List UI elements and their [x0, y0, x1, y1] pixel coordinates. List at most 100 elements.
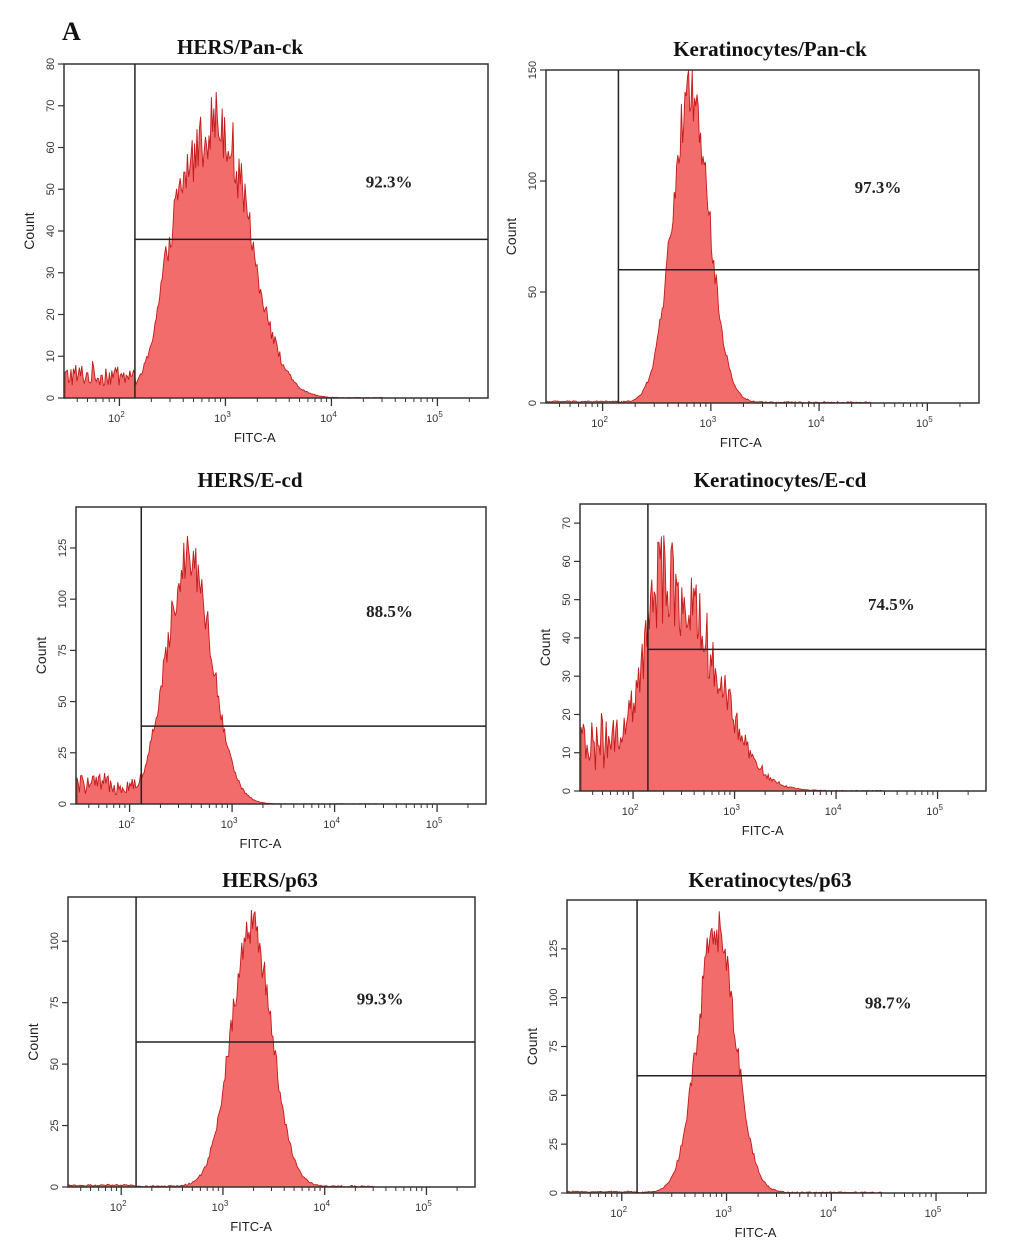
y-axis-label: Count: [21, 212, 37, 249]
x-tick-label: 102: [610, 1205, 627, 1220]
x-tick-label: 104: [820, 1205, 837, 1220]
histogram-area: [76, 535, 485, 805]
gate-percentage: 74.5%: [868, 595, 915, 614]
x-tick-label: 102: [622, 803, 639, 818]
y-tick-label: 25: [548, 1138, 560, 1150]
x-tick-label: 104: [313, 1199, 330, 1214]
x-tick-label: 103: [723, 803, 740, 818]
x-tick-label: 103: [221, 816, 238, 831]
x-tick-label: 103: [700, 415, 717, 430]
y-tick-label: 25: [57, 747, 69, 759]
histogram-panel: HERS/E-cd 88.5% 0 25 50 75 100 125 Count 102 103 10…: [33, 468, 487, 851]
plot-frame: [75, 506, 487, 805]
x-tick-label: 103: [214, 410, 231, 425]
x-tick-label: 102: [110, 1199, 127, 1214]
y-tick-label: 100: [548, 988, 560, 1006]
x-tick-label: 104: [320, 410, 337, 425]
histogram-panel: HERS/p63 99.3% 0 25 50 75 100 Count 102 103 104 105…: [25, 868, 476, 1234]
histogram-panel: Keratinocytes/p63 98.7% 0 25 50 75 100 125 Count…: [524, 868, 987, 1240]
y-tick-label: 60: [561, 555, 573, 567]
y-tick-label: 0: [57, 801, 69, 807]
chart-title: Keratinocytes/p63: [688, 868, 851, 892]
histogram-area: [580, 535, 985, 792]
y-tick-label: 125: [548, 940, 560, 958]
y-tick-label: 20: [561, 708, 573, 720]
y-tick-label: 20: [45, 308, 57, 320]
y-tick-label: 50: [548, 1089, 560, 1101]
histogram-panel: HERS/Pan-ck 92.3% 0 10 20 30 40 50 60 70 80 Count 10…: [21, 35, 489, 445]
x-axis-label: FITC-A: [735, 1225, 777, 1240]
x-tick-label: 104: [825, 803, 842, 818]
chart-title: HERS/p63: [222, 868, 318, 892]
y-tick-label: 80: [45, 58, 57, 70]
x-tick-label: 102: [591, 415, 608, 430]
histogram-panel: Keratinocytes/Pan-ck 97.3% 0 50 100 150 Count 1…: [503, 37, 980, 450]
y-tick-label: 75: [548, 1040, 560, 1052]
plot-frame: [566, 899, 987, 1194]
y-tick-label: 75: [49, 997, 61, 1009]
y-tick-label: 40: [45, 225, 57, 237]
x-axis-label: FITC-A: [720, 435, 762, 450]
y-tick-label: 50: [49, 1058, 61, 1070]
panel-label: A: [62, 17, 81, 46]
x-tick-label: 103: [715, 1205, 732, 1220]
y-tick-label: 70: [561, 517, 573, 529]
y-tick-label: 150: [527, 61, 539, 79]
y-tick-label: 50: [57, 695, 69, 707]
plot-frame: [545, 69, 980, 404]
x-tick-label: 105: [916, 415, 933, 430]
y-axis-label: Count: [524, 1028, 540, 1065]
histogram-area: [546, 69, 978, 404]
histogram-area: [64, 91, 487, 399]
y-tick-label: 50: [45, 183, 57, 195]
y-tick-label: 0: [49, 1184, 61, 1190]
y-tick-label: 30: [45, 267, 57, 279]
y-tick-label: 10: [45, 350, 57, 362]
y-tick-label: 10: [561, 747, 573, 759]
y-tick-label: 0: [527, 400, 539, 406]
y-tick-label: 100: [49, 932, 61, 950]
chart-title: Keratinocytes/Pan-ck: [673, 37, 867, 61]
y-tick-label: 125: [57, 539, 69, 557]
chart-title: Keratinocytes/E-cd: [694, 468, 867, 492]
gate-percentage: 99.3%: [357, 989, 404, 1008]
x-tick-label: 102: [118, 816, 135, 831]
chart-title: HERS/E-cd: [197, 468, 302, 492]
histogram-panel: Keratinocytes/E-cd 74.5% 0 10 20 30 40 50 60 70 Co…: [537, 468, 987, 838]
x-tick-label: 105: [415, 1199, 432, 1214]
y-tick-label: 75: [57, 644, 69, 656]
y-tick-label: 40: [561, 632, 573, 644]
y-axis-label: Count: [25, 1023, 41, 1060]
y-axis-label: Count: [503, 218, 519, 255]
histogram-area: [567, 911, 985, 1194]
y-tick-label: 0: [45, 395, 57, 401]
x-axis-label: FITC-A: [230, 1219, 272, 1234]
x-axis-label: FITC-A: [742, 823, 784, 838]
gate-percentage: 92.3%: [366, 173, 413, 192]
y-tick-label: 30: [561, 670, 573, 682]
y-tick-label: 50: [527, 286, 539, 298]
x-tick-label: 105: [925, 1205, 942, 1220]
x-tick-label: 104: [808, 415, 825, 430]
x-axis-label: FITC-A: [234, 430, 276, 445]
x-axis-label: FITC-A: [240, 836, 282, 851]
x-tick-label: 105: [426, 410, 443, 425]
histogram-area: [68, 910, 474, 1188]
x-tick-label: 102: [108, 410, 125, 425]
x-tick-label: 105: [426, 816, 443, 831]
chart-title: HERS/Pan-ck: [177, 35, 303, 59]
gate-percentage: 88.5%: [366, 602, 413, 621]
y-tick-label: 70: [45, 100, 57, 112]
gate-percentage: 97.3%: [855, 178, 902, 197]
y-tick-label: 100: [57, 590, 69, 608]
histogram-panels: HERS/Pan-ck92.3%01020304050607080Count10…: [21, 35, 987, 1240]
y-tick-label: 0: [561, 788, 573, 794]
y-tick-label: 50: [561, 594, 573, 606]
y-axis-label: Count: [33, 637, 49, 674]
gate-percentage: 98.7%: [865, 993, 912, 1012]
y-axis-label: Count: [537, 629, 553, 666]
y-tick-label: 25: [49, 1119, 61, 1131]
x-tick-label: 104: [323, 816, 340, 831]
x-tick-label: 105: [926, 803, 943, 818]
